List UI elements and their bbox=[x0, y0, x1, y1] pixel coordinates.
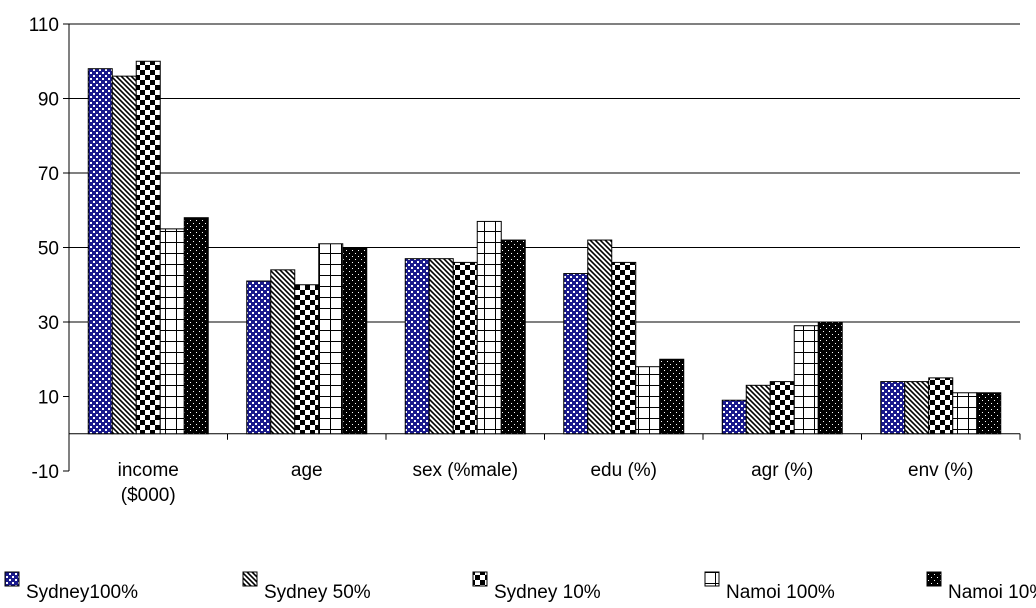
bar bbox=[817, 321, 843, 435]
legend-label: Namoi 100% bbox=[726, 582, 835, 603]
bar bbox=[404, 258, 430, 435]
legend-label: Sydney 10% bbox=[494, 582, 601, 603]
category-label-line: sex (%male) bbox=[412, 460, 518, 481]
axis-labels: -10 10 30 50 70 90 110 income ($000) age sex (%mal… bbox=[29, 15, 974, 506]
legend-label: Sydney 50% bbox=[264, 582, 371, 603]
category-label: income ($000) bbox=[118, 460, 179, 506]
legend-item: Sydney 10% bbox=[472, 571, 601, 603]
category-label: agr (%) bbox=[751, 460, 813, 481]
bar bbox=[246, 280, 272, 435]
y-tick-label: 90 bbox=[38, 90, 59, 111]
legend-item: Namoi 100% bbox=[704, 571, 835, 603]
bar bbox=[635, 366, 661, 435]
legend-label: Sydney100% bbox=[26, 582, 138, 603]
legend: Sydney100% Sydney 50% Sydney 10% Namoi 100%… bbox=[4, 571, 1036, 603]
legend-item: Sydney 50% bbox=[242, 571, 371, 603]
category-label-line: agr (%) bbox=[751, 460, 813, 481]
category-label: edu (%) bbox=[590, 460, 657, 481]
legend-swatch bbox=[472, 571, 488, 587]
bar bbox=[976, 392, 1002, 435]
bar bbox=[611, 261, 637, 435]
category-label: sex (%male) bbox=[412, 460, 518, 481]
bar bbox=[952, 392, 978, 435]
bars bbox=[87, 60, 1002, 435]
legend-swatch bbox=[704, 571, 720, 587]
legend-item: Sydney100% bbox=[4, 571, 138, 603]
category-label-line: age bbox=[291, 460, 323, 481]
bar bbox=[769, 381, 795, 435]
legend-label: Namoi 10% bbox=[948, 582, 1036, 603]
bar bbox=[880, 381, 906, 435]
legend-swatch bbox=[926, 571, 942, 587]
category-label-line: income bbox=[118, 460, 179, 481]
bar bbox=[135, 60, 161, 435]
y-tick-label: 30 bbox=[38, 313, 59, 334]
bar bbox=[452, 261, 478, 435]
category-label: age bbox=[291, 460, 323, 481]
bar bbox=[721, 399, 747, 435]
y-tick-label: 70 bbox=[38, 164, 59, 185]
legend-swatch bbox=[242, 571, 258, 587]
bar bbox=[159, 228, 185, 435]
category-label-line: ($000) bbox=[121, 485, 176, 506]
bar bbox=[904, 381, 930, 435]
category-label-line: env (%) bbox=[908, 460, 973, 481]
bar bbox=[745, 384, 771, 435]
bar bbox=[111, 75, 137, 435]
category-label-line: edu (%) bbox=[590, 460, 657, 481]
y-tick-label: 110 bbox=[29, 15, 59, 36]
bar bbox=[87, 68, 113, 435]
gridlines bbox=[69, 23, 1020, 323]
axes bbox=[63, 23, 1021, 472]
y-tick-label: 10 bbox=[38, 388, 59, 409]
y-tick-label: 50 bbox=[38, 239, 59, 260]
bar bbox=[500, 239, 526, 435]
bar bbox=[270, 269, 296, 435]
bar bbox=[318, 243, 344, 435]
bar bbox=[793, 325, 819, 435]
bar bbox=[928, 377, 954, 435]
bar bbox=[183, 217, 209, 435]
bar bbox=[659, 358, 685, 435]
bar bbox=[476, 220, 502, 435]
bar bbox=[294, 284, 320, 435]
bar bbox=[587, 239, 613, 435]
legend-swatch bbox=[4, 571, 20, 587]
legend-item: Namoi 10% bbox=[926, 571, 1036, 603]
y-tick-label: -10 bbox=[32, 462, 59, 483]
bar bbox=[563, 273, 589, 435]
bar bbox=[428, 258, 454, 435]
bar bbox=[342, 247, 368, 435]
category-label: env (%) bbox=[908, 460, 973, 481]
